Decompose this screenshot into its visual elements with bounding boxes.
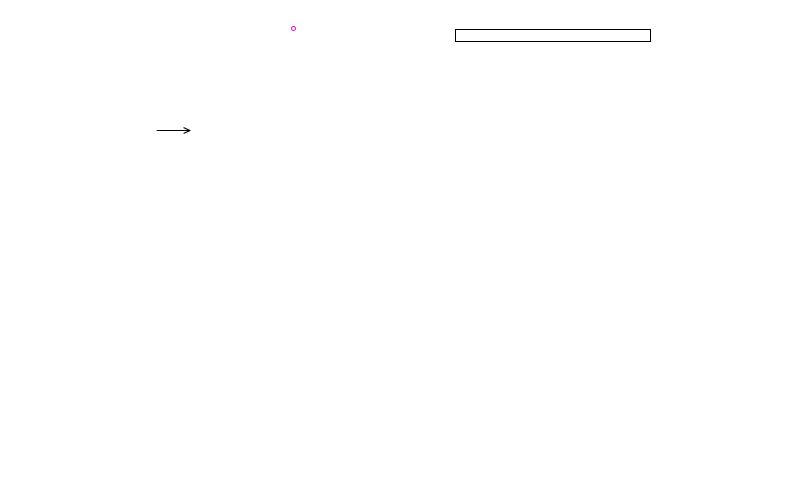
legend-row-contours — [99, 72, 200, 90]
argo-marker-icon — [291, 26, 296, 31]
argo-legend — [291, 26, 305, 31]
sst-colorbar — [446, 25, 660, 45]
legend-row-model-time — [99, 90, 200, 108]
scale-arrow-icon — [156, 126, 191, 134]
colorbar-gradient — [455, 29, 651, 42]
legend-row-scale — [99, 107, 200, 125]
model-legend — [99, 72, 200, 135]
